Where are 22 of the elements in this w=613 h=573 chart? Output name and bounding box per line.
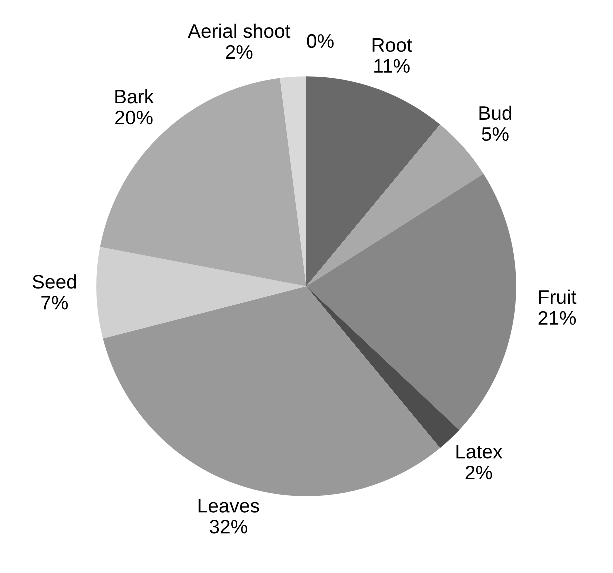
slice-label: Leaves: [198, 499, 260, 513]
slice-label: Bark: [116, 89, 154, 104]
data-label: 2%: [466, 466, 492, 480]
data-label: 21%: [538, 311, 576, 326]
slice-label: Root: [372, 38, 412, 52]
slice-label: Fruit: [539, 290, 577, 304]
data-label: 20%: [116, 110, 153, 125]
text: 0%: [307, 34, 334, 48]
data-label: 11%: [374, 59, 410, 73]
pie-slice: [306, 174, 516, 430]
slice-label: Seed: [32, 274, 76, 289]
data-label: 7%: [42, 296, 68, 310]
slice-label: Aerial shoot: [188, 24, 291, 38]
pie-slice: [103, 286, 440, 496]
slice-label: Latex: [456, 445, 503, 459]
pie-slice: [96, 247, 306, 339]
data-label: 2%: [226, 45, 253, 60]
data-label: 5%: [482, 127, 509, 142]
data-label: 32%: [210, 520, 248, 534]
slice-label: Bud: [480, 106, 512, 120]
pie-slice: [280, 76, 306, 286]
pie-slice: [306, 76, 440, 286]
